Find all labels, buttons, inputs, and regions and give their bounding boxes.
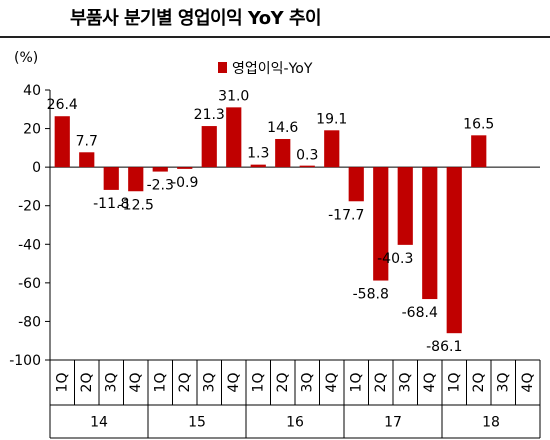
bar [348, 167, 364, 202]
bar [275, 138, 291, 168]
data-label: -11.8 [93, 196, 129, 212]
x-tick-label-quarter: 3Q [103, 373, 119, 393]
data-label: -0.9 [171, 175, 198, 191]
data-label: 31.0 [218, 88, 249, 104]
data-label: 7.7 [76, 133, 98, 149]
data-label: -86.1 [426, 339, 462, 355]
legend: 영업이익-YoY [218, 61, 313, 77]
data-label: 21.3 [194, 107, 225, 123]
data-label: 26.4 [47, 97, 78, 113]
y-tick-label: -60 [18, 276, 41, 292]
x-tick-label-quarter: 4Q [520, 373, 536, 393]
bar [446, 167, 462, 334]
x-tick-label-quarter: 3Q [495, 373, 511, 393]
y-tick-label: -20 [18, 199, 41, 215]
bar [471, 135, 487, 168]
bar [177, 167, 193, 169]
chart-title: 부품사 분기별 영업이익 YoY 추이 [70, 8, 322, 29]
x-tick-label-quarter: 1Q [446, 373, 462, 393]
x-tick-label-quarter: 3Q [299, 373, 315, 393]
legend-swatch [218, 62, 227, 73]
title-divider [0, 36, 550, 38]
x-tick-label-year: 15 [188, 415, 206, 431]
bar [79, 152, 95, 168]
x-tick-label-year: 16 [286, 415, 304, 431]
y-tick-label: 20 [23, 122, 41, 138]
x-tick-label-quarter: 2Q [79, 373, 95, 393]
bar [54, 116, 70, 168]
data-label: 14.6 [267, 120, 298, 136]
x-tick-label-quarter: 2Q [373, 373, 389, 393]
bar [299, 165, 315, 168]
bar [250, 164, 266, 168]
bar [397, 167, 413, 245]
bar [422, 167, 438, 300]
x-tick-label-quarter: 3Q [397, 373, 413, 393]
x-tick-label-year: 18 [482, 415, 500, 431]
data-label: -68.4 [402, 305, 438, 321]
x-tick-label-year: 17 [384, 415, 402, 431]
x-tick-label-quarter: 4Q [226, 373, 242, 393]
x-tick-label-quarter: 4Q [422, 373, 438, 393]
x-tick-label-quarter: 1Q [54, 373, 70, 393]
data-label: -2.3 [147, 178, 174, 194]
y-tick-label: 40 [23, 83, 41, 99]
data-label: -40.3 [377, 251, 413, 267]
bar [373, 167, 389, 281]
x-tick-label-quarter: 2Q [275, 373, 291, 393]
x-tick-label-quarter: 2Q [177, 373, 193, 393]
y-tick-label: -80 [18, 314, 41, 330]
data-label: -58.8 [353, 287, 389, 303]
bar [324, 130, 340, 168]
bar [152, 167, 168, 172]
data-label: 0.3 [296, 148, 318, 164]
x-tick-label-quarter: 4Q [128, 373, 144, 393]
bar [128, 167, 144, 192]
x-tick-label-quarter: 2Q [471, 373, 487, 393]
data-label: 1.3 [247, 146, 269, 162]
x-tick-label-year: 14 [90, 415, 108, 431]
y-tick-label: -100 [9, 353, 41, 369]
bar [103, 167, 119, 190]
data-label: -17.7 [328, 207, 364, 223]
x-tick-label-quarter: 1Q [348, 373, 364, 393]
x-tick-label-quarter: 3Q [201, 373, 217, 393]
legend-label: 영업이익-YoY [232, 61, 313, 77]
data-label: -12.5 [118, 197, 154, 213]
bar [226, 107, 242, 168]
y-tick-label: 0 [32, 160, 41, 176]
x-tick-label-quarter: 4Q [324, 373, 340, 393]
data-label: 16.5 [463, 116, 494, 132]
y-unit-label: (%) [14, 50, 38, 66]
x-tick-label-quarter: 1Q [250, 373, 266, 393]
data-label: 19.1 [316, 111, 347, 127]
x-tick-label-quarter: 1Q [152, 373, 168, 393]
y-tick-label: -40 [18, 237, 41, 253]
bar [201, 126, 217, 168]
